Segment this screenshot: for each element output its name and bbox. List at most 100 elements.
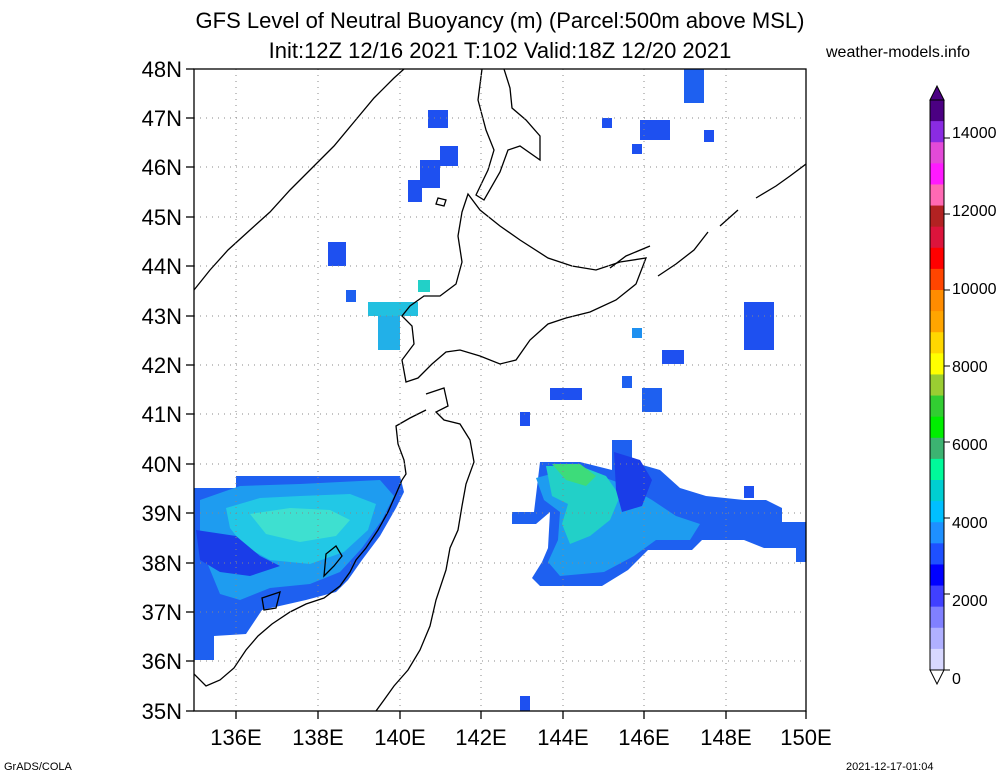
fill-region-east-green: [552, 464, 596, 486]
coast-honshu: [194, 387, 475, 711]
colorbar-swatch: [930, 437, 944, 460]
colorbar-swatch: [930, 247, 944, 270]
colorbar-swatch: [930, 480, 944, 502]
coast-noto: [261, 591, 281, 611]
coast-sakhalin: [475, 69, 541, 201]
colorbar-swatch: [930, 416, 944, 439]
fill-cell: [662, 350, 684, 364]
colorbar-bottom-arrow: [929, 669, 945, 686]
footer-right: 2021-12-17-01:04: [846, 761, 934, 773]
lat-label: 37N: [142, 600, 182, 625]
colorbar-top-arrow: [929, 84, 945, 101]
colorbar-labels: 14000 12000 10000 8000 6000 4000 2000 0: [952, 125, 997, 688]
lat-label: 38N: [142, 551, 182, 576]
colorbar-frame: [929, 99, 945, 671]
fill-cell: [328, 242, 346, 266]
lat-labels: 48N 47N 46N 45N 44N 43N 42N 41N 40N 39N …: [142, 57, 182, 724]
lat-label: 46N: [142, 155, 182, 180]
fill-cell: [622, 376, 632, 388]
fill-cell: [684, 69, 704, 103]
fill-cell: [640, 120, 670, 140]
lon-label: 142E: [455, 725, 506, 750]
colorbar-swatch: [930, 458, 944, 481]
coast-sado: [323, 545, 343, 578]
lon-label: 148E: [700, 725, 751, 750]
colorbar-swatch: [930, 395, 944, 418]
fill-cell: [520, 696, 530, 711]
colorbar-swatch: [930, 184, 944, 207]
fill-cell: [704, 130, 714, 142]
fill-cell: [420, 160, 440, 188]
lat-label: 48N: [142, 57, 182, 82]
fill-cell: [418, 280, 430, 292]
colorbar-swatch: [930, 163, 944, 185]
coast-kurils: [657, 163, 806, 277]
lon-label: 136E: [210, 725, 261, 750]
fill-cell: [550, 388, 582, 400]
footer-left: GrADS/COLA: [4, 761, 72, 773]
lat-label: 47N: [142, 106, 182, 131]
fill-cell: [408, 180, 422, 202]
colorbar-swatch: [930, 353, 944, 375]
site-label: weather-models.info: [826, 44, 971, 61]
lat-label: 41N: [142, 402, 182, 427]
fill-cell: [632, 144, 642, 154]
fill-cell: [440, 146, 458, 166]
colorbar-label: 4000: [952, 515, 988, 532]
colorbar-swatch: [930, 501, 944, 523]
lat-label: 45N: [142, 205, 182, 230]
lon-label: 146E: [618, 725, 669, 750]
lat-label: 44N: [142, 254, 182, 279]
coast-hokkaido-east: [609, 245, 651, 269]
title-line-1: GFS Level of Neutral Buoyancy (m) (Parce…: [195, 8, 805, 33]
colorbar-label: 12000: [952, 203, 997, 220]
colorbar-swatch: [930, 522, 944, 544]
fill-region-west-bluepatch: [196, 530, 280, 576]
coast-small-island: [435, 197, 447, 207]
colorbar-label: 14000: [952, 125, 997, 142]
colorbar-swatch: [930, 311, 944, 333]
fill-cell: [368, 302, 418, 316]
coast-hokkaido: [401, 192, 648, 383]
colorbar-label: 2000: [952, 593, 988, 610]
coast-mainland-asia: [194, 69, 405, 291]
colorbar-swatch: [930, 226, 944, 249]
colorbar-swatch: [930, 543, 944, 565]
fill-region-east-dark: [614, 452, 652, 512]
fill-cell: [378, 316, 400, 350]
fill-cell: [632, 328, 642, 338]
tick-marks: [186, 68, 807, 719]
lat-label: 39N: [142, 501, 182, 526]
lon-labels: 136E 138E 140E 142E 144E 146E 148E 150E: [210, 725, 831, 750]
colorbar-label: 0: [952, 671, 961, 688]
colorbar-swatch: [930, 374, 944, 397]
colorbar-swatch: [930, 627, 944, 650]
colorbar-swatch: [930, 142, 944, 164]
colorbar-swatch: [930, 564, 944, 587]
lat-label: 40N: [142, 452, 182, 477]
fill-cell: [520, 412, 530, 426]
colorbar-swatch: [930, 606, 944, 629]
lon-label: 138E: [292, 725, 343, 750]
fill-cell: [346, 290, 356, 302]
fill-cell: [428, 110, 448, 128]
colorbar-swatch: [930, 290, 944, 312]
colorbar-swatch: [930, 100, 944, 122]
lat-label: 35N: [142, 699, 182, 724]
buoyancy-fill: [194, 69, 806, 711]
colorbar-label: 6000: [952, 437, 988, 454]
lon-label: 144E: [537, 725, 588, 750]
colorbar-label: 10000: [952, 281, 997, 298]
lat-label: 43N: [142, 304, 182, 329]
fill-cell: [642, 388, 662, 412]
title-line-2: Init:12Z 12/16 2021 T:102 Valid:18Z 12/2…: [268, 38, 732, 63]
map-frame: [193, 68, 807, 712]
fill-cell: [602, 118, 612, 128]
colorbar-swatch: [930, 648, 944, 671]
colorbar-label: 8000: [952, 359, 988, 376]
lon-label: 140E: [374, 725, 425, 750]
colorbar: [929, 84, 950, 686]
lon-label: 150E: [780, 725, 831, 750]
lat-label: 36N: [142, 649, 182, 674]
